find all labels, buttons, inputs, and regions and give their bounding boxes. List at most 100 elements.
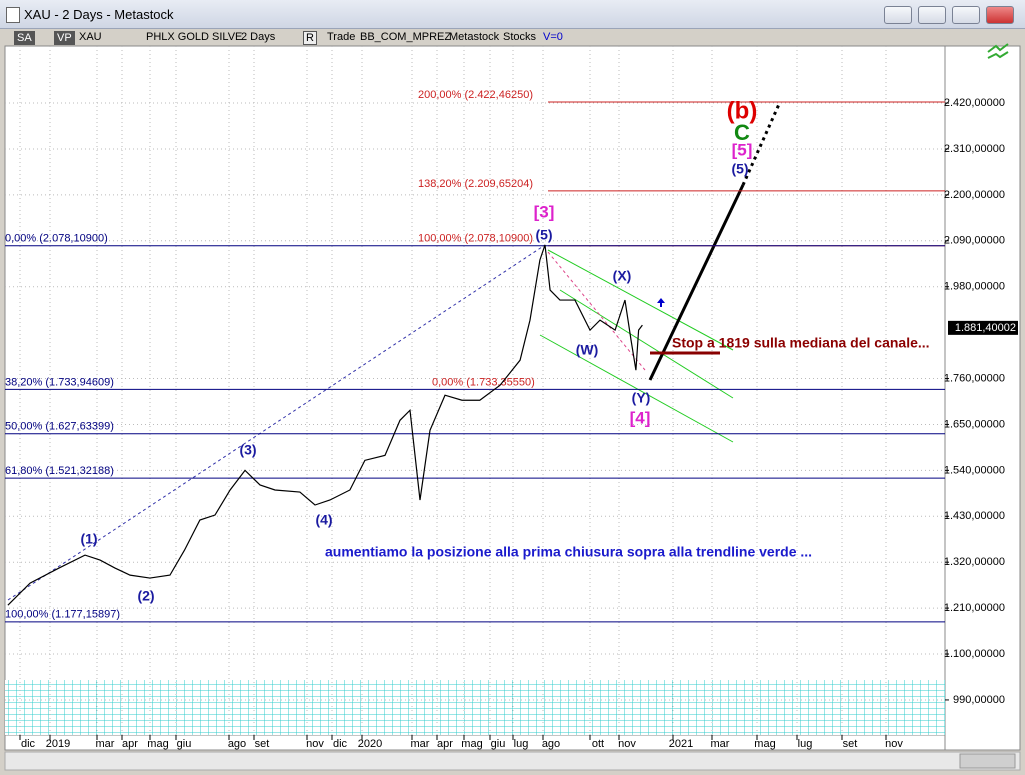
security-name: PHLX GOLD SILVE: [146, 31, 243, 43]
source: Metastock: [449, 31, 500, 43]
fib-label: 138,20% (2.209,65204): [418, 178, 533, 190]
template: BB_COM_MPREZ: [360, 31, 452, 43]
trend-line: [7, 244, 546, 601]
channel-median: [559, 289, 734, 399]
maximize-button[interactable]: [952, 6, 980, 24]
scroll-thumb[interactable]: [959, 753, 1016, 769]
annotation: (1): [80, 531, 97, 547]
market: Stocks: [503, 31, 537, 43]
trade[interactable]: Trade: [327, 31, 356, 43]
annotation: [5]: [732, 140, 753, 159]
annotation: (W): [576, 342, 599, 358]
volume-flag: V=0: [543, 31, 563, 43]
annotation: (5): [731, 161, 748, 177]
y-tick-label: 1.540,00000: [944, 464, 1005, 476]
x-tick-label: mar: [96, 738, 115, 750]
toolbar: SA VP XAU PHLX GOLD SILVE 2 Days R Trade…: [0, 28, 1025, 46]
restore-button[interactable]: [884, 6, 912, 24]
annotation: (5): [535, 227, 552, 243]
x-tick-label: lug: [514, 738, 529, 750]
buy-arrow: [657, 298, 665, 307]
close-button[interactable]: [986, 6, 1014, 24]
window-title: XAU - 2 Days - Metastock: [24, 7, 174, 22]
annotation: (2): [137, 588, 154, 604]
y-tick-label: 1.980,00000: [944, 281, 1005, 293]
y-tick-label: 1.430,00000: [944, 510, 1005, 522]
annotation: [3]: [534, 202, 555, 221]
x-tick-label: apr: [122, 738, 138, 750]
y-tick-label: 1.650,00000: [944, 418, 1005, 430]
fib-label: 100,00% (2.078,10900): [418, 233, 533, 245]
x-tick-label: ago: [542, 738, 560, 750]
price-axis: [944, 45, 1021, 751]
x-tick-label: nov: [885, 738, 903, 750]
fib-label: 61,80% (1.521,32188): [5, 465, 114, 477]
vp-button[interactable]: VP: [54, 31, 75, 45]
projection-line: [648, 184, 745, 381]
wave-link: [547, 251, 646, 371]
y-tick-label: 2.090,00000: [944, 235, 1005, 247]
scrollbar[interactable]: [4, 751, 1021, 771]
x-tick-label: giu: [491, 738, 506, 750]
x-tick-label: mar: [711, 738, 730, 750]
fib-label: 0,00% (2.078,10900): [5, 233, 108, 245]
x-tick-label: set: [843, 738, 858, 750]
y-tick-label: 1.760,00000: [944, 372, 1005, 384]
last-price-label: 1.881,40002: [955, 322, 1016, 334]
annotation: (Y): [632, 390, 651, 406]
x-tick-label: set: [255, 738, 270, 750]
y-tick-label: 2.310,00000: [944, 143, 1005, 155]
tool-icon[interactable]: [987, 43, 1009, 59]
annotation: [4]: [630, 408, 651, 427]
annotation: Stop a 1819 sulla mediana del canale...: [672, 335, 930, 351]
x-tick-label: mag: [147, 738, 168, 750]
x-tick-label: apr: [437, 738, 453, 750]
minimize-button[interactable]: [918, 6, 946, 24]
channel-upper: [547, 249, 734, 351]
periodicity[interactable]: 2 Days: [241, 31, 276, 43]
x-tick-label: nov: [618, 738, 636, 750]
fib-label: 0,00% (1.733,35550): [432, 377, 535, 389]
x-tick-label: giu: [177, 738, 192, 750]
annotation: (4): [315, 512, 332, 528]
x-tick-label: 2021: [669, 738, 693, 750]
fib-label: 200,00% (2.422,46250): [418, 89, 533, 101]
annotation: C: [734, 120, 750, 145]
sa-button[interactable]: SA: [14, 31, 35, 45]
x-tick-label: 2019: [46, 738, 70, 750]
fib-label: 100,00% (1.177,15897): [5, 609, 120, 621]
x-tick-label: mar: [411, 738, 430, 750]
x-tick-label: ago: [228, 738, 246, 750]
y-tick-label: 1.210,00000: [944, 602, 1005, 614]
x-tick-label: mag: [461, 738, 482, 750]
x-tick-label: dic: [333, 738, 348, 750]
price-line: [7, 244, 643, 606]
y-tick-label: 1.320,00000: [944, 556, 1005, 568]
x-tick-label: ott: [592, 738, 604, 750]
annotation: (b): [727, 97, 758, 124]
volume-panel: [5, 680, 945, 735]
annotation: (X): [613, 268, 632, 284]
x-tick-label: nov: [306, 738, 324, 750]
plot-area: [4, 45, 946, 736]
fib-label: 38,20% (1.733,94609): [5, 376, 114, 388]
annotation: (3): [239, 442, 256, 458]
x-tick-label: 2020: [358, 738, 382, 750]
r-button[interactable]: R: [303, 31, 317, 45]
x-tick-label: dic: [21, 738, 36, 750]
grid: [5, 46, 945, 735]
x-tick-label: lug: [798, 738, 813, 750]
channel-lower: [539, 334, 734, 443]
window-icon: [6, 7, 20, 23]
title-bar: XAU - 2 Days - Metastock: [0, 0, 1025, 29]
last-price-box: [948, 320, 1018, 335]
annotation: aumentiamo la posizione alla prima chius…: [325, 544, 812, 560]
y-tick-label: 1.100,00000: [944, 648, 1005, 660]
symbol: XAU: [79, 31, 102, 43]
y-tick-label: 2.200,00000: [944, 189, 1005, 201]
y-tick-label: 990,00000: [953, 694, 1005, 706]
projection-dotted: [741, 101, 782, 186]
x-tick-label: mag: [754, 738, 775, 750]
